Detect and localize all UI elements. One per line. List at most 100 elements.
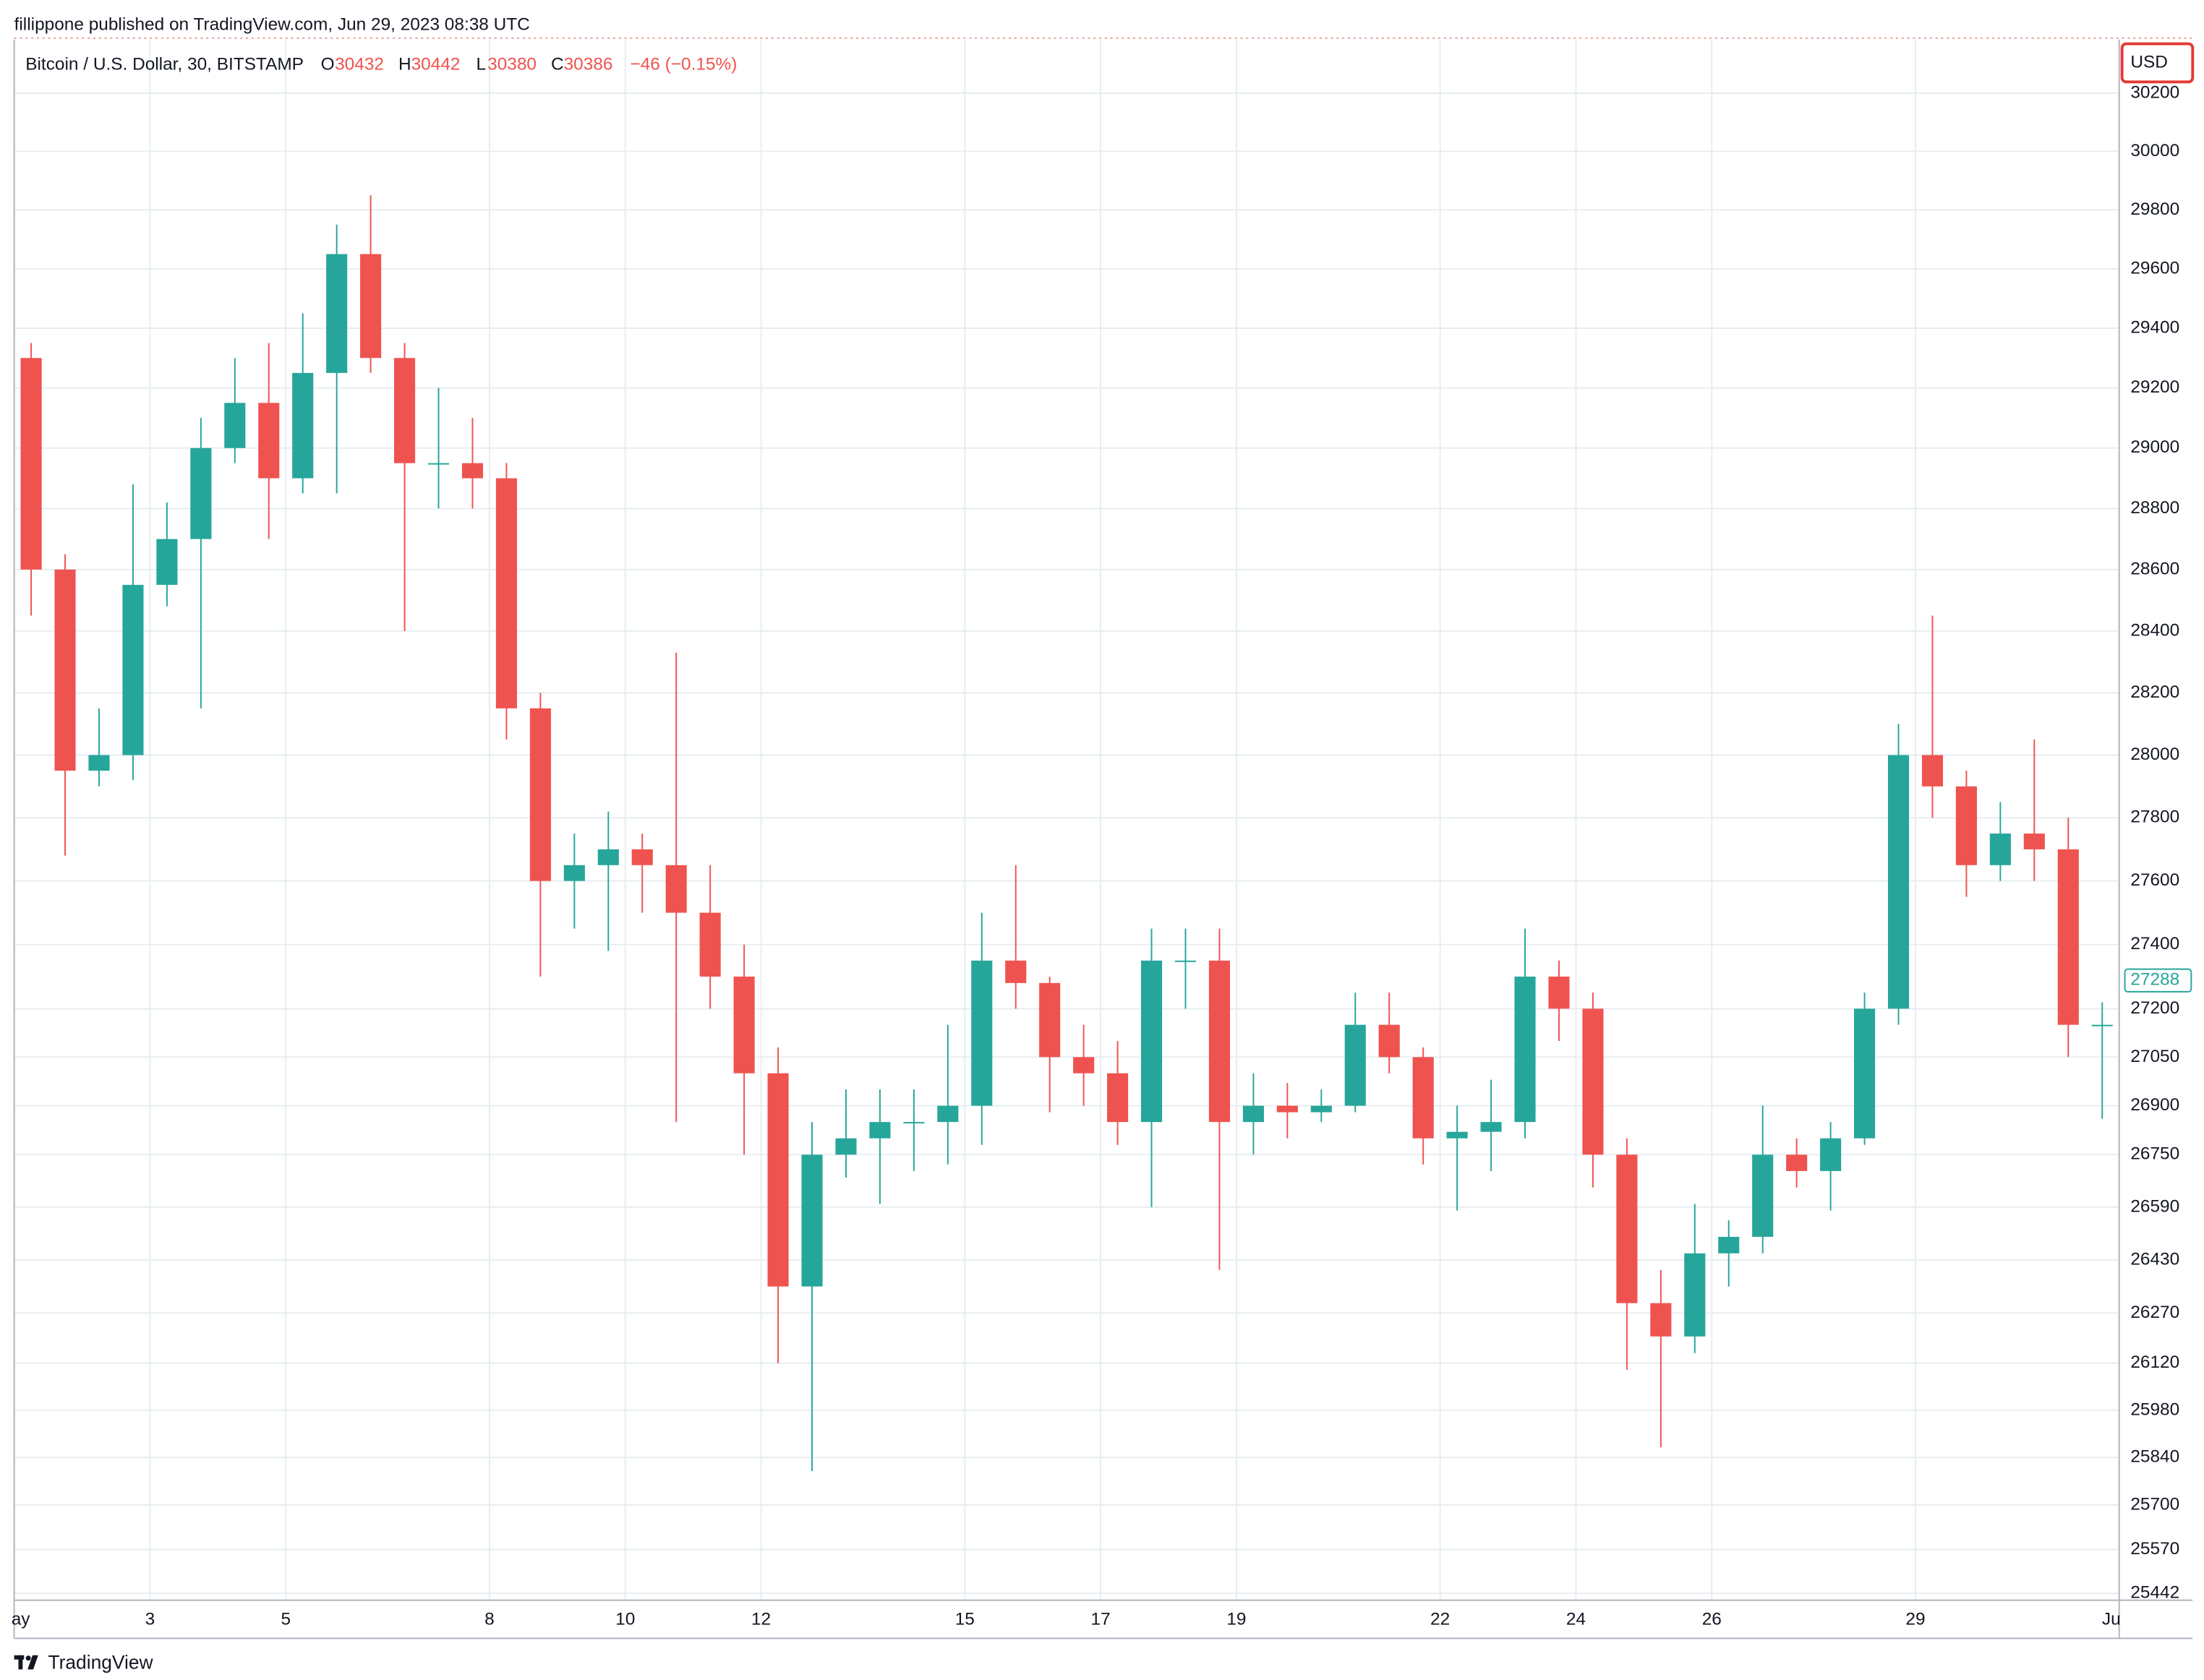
candle-body — [767, 1073, 789, 1287]
candle-body — [869, 1122, 891, 1139]
candle-body — [835, 1138, 857, 1155]
y-tick-label: 25840 — [2130, 1447, 2179, 1467]
grid — [13, 39, 2120, 1600]
candle-body — [156, 539, 178, 586]
candle-body — [1276, 1105, 1298, 1113]
candle-body — [326, 254, 348, 373]
y-tick-label: 29600 — [2130, 258, 2179, 278]
y-tick-label: 27800 — [2130, 807, 2179, 827]
candle-body — [903, 1122, 925, 1124]
candle-body — [1174, 960, 1197, 962]
y-tick-label: 29400 — [2130, 317, 2179, 337]
candle-body — [1786, 1154, 1808, 1171]
candle-body — [971, 960, 993, 1106]
candle-body — [665, 865, 687, 913]
x-tick-label: Ju — [2102, 1609, 2121, 1629]
candle-body — [2023, 833, 2045, 849]
candle-body — [1921, 755, 1944, 787]
candle-body — [292, 372, 314, 479]
candle-body — [1378, 1024, 1400, 1058]
x-tick-label: 15 — [955, 1609, 975, 1629]
ohlc-value: 30432 — [335, 54, 384, 74]
y-tick-label: 30000 — [2130, 141, 2179, 160]
ohlc-value: 30380 — [487, 54, 537, 74]
y-tick-label: 28800 — [2130, 498, 2179, 518]
last-price-label: 27288 — [2130, 970, 2179, 990]
y-tick-label: 26900 — [2130, 1095, 2179, 1115]
candle-body — [1208, 960, 1231, 1123]
candle-body — [1650, 1303, 1672, 1337]
candle-body — [1412, 1057, 1434, 1139]
y-tick-label: 29200 — [2130, 377, 2179, 397]
candle-body — [495, 478, 517, 708]
candle-body — [2091, 1024, 2113, 1027]
y-tick-label: 26590 — [2130, 1196, 2179, 1216]
candle-body — [1039, 982, 1061, 1058]
candles — [20, 195, 2113, 1471]
candle-body — [1887, 755, 1910, 1009]
candle-body — [20, 358, 42, 570]
y-tick-label: 26120 — [2130, 1353, 2179, 1372]
symbol-title: Bitcoin / U.S. Dollar, 30, BITSTAMP — [25, 54, 304, 74]
x-tick-label: 24 — [1566, 1609, 1586, 1629]
candle-body — [2057, 849, 2079, 1025]
y-tick-label: 30200 — [2130, 82, 2179, 102]
x-tick-label: 10 — [615, 1609, 635, 1629]
y-tick-label: 27600 — [2130, 870, 2179, 890]
candle-body — [597, 849, 619, 865]
x-tick-label: 8 — [484, 1609, 495, 1629]
candle-body — [190, 447, 212, 539]
ohlc-value: 30386 — [564, 54, 613, 74]
y-tick-label: 26750 — [2130, 1144, 2179, 1164]
x-tick-label: 26 — [1702, 1609, 1722, 1629]
y-tick-label: 28600 — [2130, 559, 2179, 578]
y-tick-label: 28400 — [2130, 620, 2179, 640]
ohlc-key: C — [551, 54, 564, 74]
logo-part — [25, 1655, 31, 1661]
candle-body — [1752, 1154, 1774, 1237]
candle-body — [1718, 1236, 1740, 1253]
logo — [14, 1655, 38, 1670]
y-tick-label: 25980 — [2130, 1400, 2179, 1419]
candle-body — [1480, 1122, 1502, 1132]
ohlc-key: O — [321, 54, 335, 74]
logo-part — [18, 1655, 23, 1670]
y-tick-label: 27050 — [2130, 1047, 2179, 1066]
currency-box[interactable] — [2120, 42, 2195, 84]
candle-body — [258, 403, 280, 479]
x-tick-label: 17 — [1091, 1609, 1111, 1629]
candle-body — [801, 1154, 823, 1287]
y-tick-label: 29000 — [2130, 437, 2179, 457]
y-tick-label: 28000 — [2130, 745, 2179, 764]
x-tick-label: 19 — [1226, 1609, 1246, 1629]
candle-body — [224, 403, 246, 448]
y-tick-label: 26430 — [2130, 1249, 2179, 1269]
candle-body — [427, 463, 450, 465]
y-tick-label: 27400 — [2130, 934, 2179, 953]
candle-body — [1344, 1024, 1366, 1106]
y-tick-label: 29800 — [2130, 200, 2179, 219]
candle-body — [699, 912, 721, 977]
currency[interactable]: USD — [2130, 52, 2168, 72]
candle-body — [1684, 1253, 1706, 1337]
candle-body — [1548, 976, 1570, 1009]
y-tick-label: 25442 — [2130, 1583, 2179, 1603]
change: −46 (−0.15%) — [630, 54, 737, 74]
candle-body — [1310, 1105, 1332, 1113]
candle-body — [88, 755, 110, 771]
candle-body — [1140, 960, 1163, 1123]
x-tick-label: ay — [12, 1609, 31, 1629]
ohlc-key: L — [476, 54, 486, 74]
candle-body — [1616, 1154, 1638, 1303]
x-tick-label: 22 — [1430, 1609, 1450, 1629]
candle-body — [631, 849, 653, 865]
ohlc-legend: O 30432 H 30442 L 30380 C 30386 — [321, 54, 613, 74]
x-tick-label: 5 — [281, 1609, 291, 1629]
candle-body — [1989, 833, 2011, 865]
candle-body — [1854, 1008, 1876, 1139]
candle-body — [1820, 1138, 1842, 1171]
candle-body — [733, 976, 755, 1073]
candle-body — [1446, 1131, 1468, 1139]
